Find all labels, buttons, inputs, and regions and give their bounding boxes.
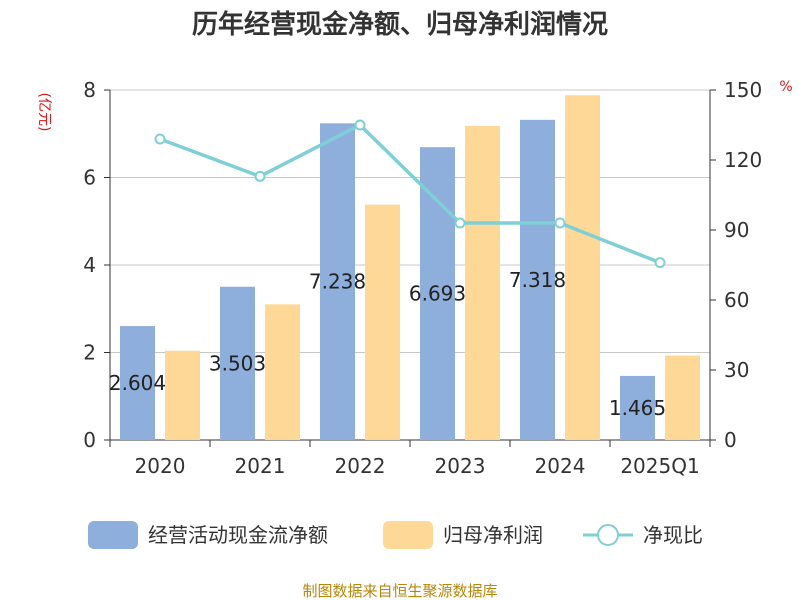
bars <box>120 95 700 441</box>
net-profit-bar <box>365 204 400 440</box>
x-tick-label: 2024 <box>535 454 586 478</box>
grid <box>110 89 710 353</box>
x-tick-label: 2020 <box>135 454 186 478</box>
x-tick-label: 2023 <box>435 454 486 478</box>
ratio-point <box>454 217 466 229</box>
cash-flow-bar <box>220 286 255 440</box>
bar-value-label: 7.318 <box>509 268 566 292</box>
legend: 经营活动现金流净额 归母净利润 净现比 <box>88 521 703 549</box>
bar-value-label: 3.503 <box>209 351 266 375</box>
legend-cash-flow-swatch <box>88 521 138 549</box>
cash-flow-bar <box>520 119 555 441</box>
x-tick-label: 2022 <box>335 454 386 478</box>
source-note: 制图数据来自恒生聚源数据库 <box>302 582 497 600</box>
right-tick-label: 90 <box>724 218 749 242</box>
cash-flow-bar <box>620 375 655 440</box>
bar-value-label: 7.238 <box>309 270 366 294</box>
net-profit-bar <box>665 355 700 440</box>
ratio-point <box>254 170 266 182</box>
ratio-point <box>154 133 166 145</box>
right-tick-label: 120 <box>724 148 762 172</box>
x-tick-label: 2021 <box>235 454 286 478</box>
legend-net-profit-swatch <box>383 521 433 549</box>
left-tick-label: 6 <box>83 166 96 190</box>
net-profit-bar <box>565 95 600 440</box>
net-profit-bar <box>265 304 300 440</box>
net-profit-bar <box>165 350 200 440</box>
right-axis-unit: % <box>779 79 792 95</box>
legend-ratio-label: 净现比 <box>643 523 703 547</box>
left-tick-label: 2 <box>83 341 96 365</box>
cash-flow-bar <box>320 123 355 441</box>
bar-value-label: 6.693 <box>409 282 466 306</box>
bar-value-label: 2.604 <box>109 371 166 395</box>
left-tick-label: 4 <box>83 253 96 277</box>
data-labels: 2.604 3.503 7.238 6.693 7.318 1.465 <box>109 268 666 420</box>
chart-title: 历年经营现金净额、归母净利润情况 <box>192 9 608 40</box>
axes: 0 2 4 6 8 0 30 60 90 120 150 2020 2021 2022 2023 2024 20… <box>83 78 762 478</box>
ratio-point <box>654 257 666 269</box>
net-profit-bar <box>465 125 500 440</box>
right-tick-label: 30 <box>724 358 749 382</box>
right-tick-label: 60 <box>724 288 749 312</box>
right-tick-label: 150 <box>724 78 762 102</box>
ratio-line-path <box>159 122 661 265</box>
left-axis-unit: (亿元) <box>36 93 52 132</box>
left-tick-label: 0 <box>83 428 96 452</box>
cash-flow-bar <box>420 147 455 440</box>
bar-value-label: 1.465 <box>609 396 666 420</box>
legend-ratio-marker <box>597 524 619 546</box>
ratio-point <box>554 217 566 229</box>
cash-flow-bar <box>120 326 155 440</box>
ratio-point <box>354 119 366 131</box>
ratio-line <box>154 119 666 269</box>
legend-cash-flow-label: 经营活动现金流净额 <box>148 523 328 547</box>
x-tick-label: 2025Q1 <box>620 454 699 478</box>
left-tick-label: 8 <box>83 78 96 102</box>
legend-net-profit-label: 归母净利润 <box>443 523 543 547</box>
right-tick-label: 0 <box>724 428 737 452</box>
